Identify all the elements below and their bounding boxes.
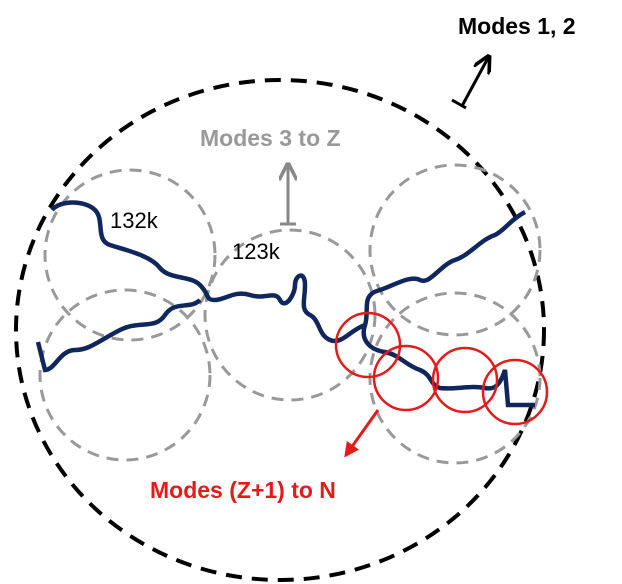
arrow [344, 409, 380, 458]
label: Modes 1, 2 [458, 13, 576, 39]
circle [372, 344, 440, 412]
circle [368, 291, 542, 465]
circle [43, 168, 217, 342]
mode-circles [38, 163, 542, 465]
red-circles [334, 311, 549, 426]
label: Modes 3 to Z [200, 125, 341, 151]
circle [431, 346, 499, 414]
arrow-tail [451, 98, 467, 110]
arrow [460, 58, 488, 107]
circle [481, 358, 549, 426]
circle [38, 288, 212, 462]
trajectory [35, 298, 202, 373]
trajectory [361, 324, 535, 408]
label: 132k [110, 208, 159, 233]
outer-circle [14, 78, 546, 582]
circle [368, 163, 542, 337]
trajectory [50, 200, 527, 344]
label: Modes (Z+1) to N [150, 477, 336, 503]
label: 123k [232, 239, 281, 264]
circle [203, 228, 377, 402]
circle [334, 311, 402, 379]
